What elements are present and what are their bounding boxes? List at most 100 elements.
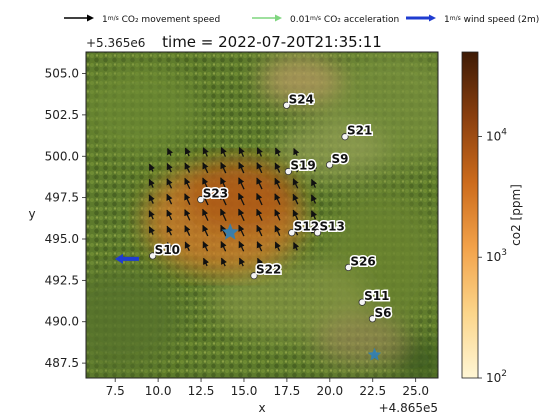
- co2-arrow: [184, 225, 191, 236]
- co2-arrow: [311, 178, 318, 188]
- co2-arrow: [292, 225, 299, 236]
- co2-arrow: [238, 147, 245, 157]
- sensor-marker: [283, 101, 291, 109]
- co2-arrow: [310, 194, 317, 204]
- co2-arrow: [274, 162, 281, 173]
- co2-arrow: [274, 225, 281, 236]
- colorbar-tick-label: 102: [486, 369, 507, 385]
- colorbar-tick-label: 103: [486, 248, 507, 264]
- station-star-marker: [221, 223, 239, 240]
- co2-arrow: [292, 193, 299, 205]
- co2-arrow: [310, 210, 317, 220]
- co2-arrow: [220, 162, 227, 174]
- sensor-marker: [344, 263, 353, 272]
- x-tick-label: 22.5: [359, 384, 386, 398]
- co2-arrow: [256, 208, 263, 221]
- co2-arrow: [275, 147, 282, 157]
- sensor-label: S23: [203, 187, 228, 201]
- y-tick-label: 487.5: [45, 356, 79, 370]
- co2-arrow: [202, 241, 209, 252]
- co2-arrow: [166, 162, 173, 173]
- co2-arrow: [184, 177, 191, 190]
- co2-arrow: [292, 209, 299, 221]
- co2-arrow: [274, 209, 281, 221]
- sensor-label: S19: [290, 158, 315, 172]
- sensor-label: S26: [350, 254, 375, 268]
- co2-arrow: [148, 194, 155, 204]
- x-tick-label: 12.5: [188, 384, 215, 398]
- y-tick-label: 497.5: [45, 191, 79, 205]
- legend-label: 1m/s wind speed (2m): [444, 15, 539, 25]
- co2-arrow: [184, 147, 191, 157]
- co2-arrow: [293, 241, 300, 251]
- co2-arrow: [148, 178, 155, 188]
- sensor-marker: [197, 196, 205, 204]
- y-tick-label: 490.0: [45, 315, 79, 329]
- sensor-marker: [313, 229, 322, 237]
- y-tick-label: 505.0: [45, 67, 79, 81]
- co2-arrow: [257, 257, 264, 267]
- legend-label: 1m/s CO₂ movement speed: [102, 15, 220, 25]
- y-tick-label: 492.5: [45, 273, 79, 287]
- co2-arrow: [238, 241, 245, 252]
- co2-arrow: [184, 162, 191, 173]
- co2-arrow: [274, 193, 281, 205]
- y-axis: 487.5 490.0 492.5 495.0 497.5 500.0 502.5 505.0: [45, 67, 86, 370]
- co2-arrow: [202, 224, 209, 237]
- wind-arrow-head: [114, 253, 123, 264]
- co2-arrow: [148, 163, 155, 172]
- y-tick-label: 495.0: [45, 232, 79, 246]
- x-tick-label: 25.0: [402, 384, 429, 398]
- co2-arrow: [238, 208, 245, 222]
- sensor-label: S6: [374, 306, 391, 320]
- x-axis: 7.5 10.0 12.5 15.0 17.5 20.0 22.5 25.0: [106, 378, 429, 398]
- sensor-label: S12: [294, 220, 319, 234]
- y-tick-label: 500.0: [45, 149, 79, 163]
- x-tick-label: 10.0: [145, 384, 172, 398]
- y-axis-label: y: [28, 207, 35, 221]
- station-star-marker: [367, 347, 382, 361]
- sensor-label: S11: [364, 289, 389, 303]
- co2-arrow: [220, 192, 227, 206]
- x-offset-label: +4.865e5: [379, 401, 438, 415]
- sensor-marker: [358, 298, 366, 306]
- co2-arrow: [166, 178, 173, 189]
- chart-title: time = 2022-07-20T21:35:11: [162, 33, 382, 51]
- co2-arrow: [256, 177, 263, 190]
- co2-arrow: [292, 178, 299, 189]
- x-axis-label: x: [258, 401, 265, 415]
- plot-frame: [85, 51, 439, 379]
- co2-arrow: [202, 162, 209, 174]
- co2-arrow: [202, 177, 209, 190]
- sensor-marker: [368, 315, 377, 323]
- co2-movement-arrows: [148, 147, 318, 267]
- sensor-marker: [149, 252, 157, 260]
- co2-arrow: [274, 241, 281, 252]
- co2-arrow: [148, 210, 155, 220]
- co2-arrow: [256, 241, 263, 252]
- co2-arrow: [166, 209, 173, 221]
- co2-arrow: [293, 148, 300, 156]
- co2-arrow: [256, 192, 263, 206]
- sensor-marker: [250, 272, 258, 280]
- co2-arrow: [238, 162, 245, 174]
- co2-arrow: [238, 224, 245, 237]
- co2-arrow: [238, 257, 245, 267]
- co2-arrow: [167, 147, 174, 156]
- legend: 1m/s CO₂ movement speed 0.01m/s CO₂ accel…: [64, 14, 539, 25]
- sensor-label: S24: [289, 92, 314, 106]
- co2-arrow: [220, 208, 227, 222]
- sensor-marker: [284, 167, 292, 176]
- sensor-label: S13: [320, 220, 345, 234]
- co2-arrow: [202, 147, 209, 157]
- co2-arrow: [274, 177, 281, 190]
- sensor-label: S9: [332, 152, 349, 166]
- co2-arrow: [220, 241, 227, 252]
- sensor-marker: [341, 133, 349, 141]
- co2-arrow: [220, 177, 227, 190]
- co2-arrow: [166, 241, 173, 251]
- co2-arrow: [256, 224, 263, 237]
- co2-arrow: [238, 192, 245, 206]
- legend-swatch-head: [429, 14, 436, 22]
